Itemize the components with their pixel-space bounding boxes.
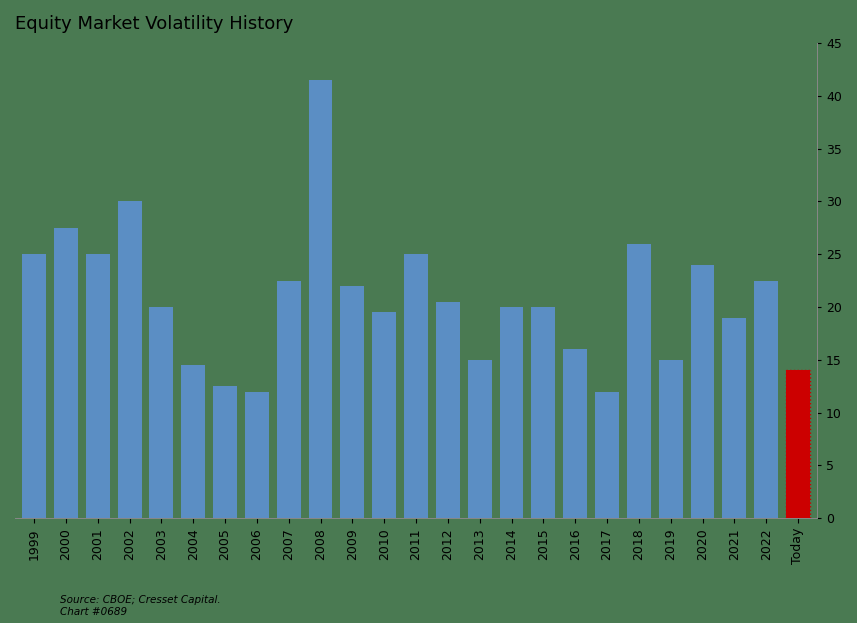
Bar [86,254,110,518]
Bar [245,391,269,518]
Bar [436,302,460,518]
Bar [786,371,810,518]
Bar [277,280,301,518]
Bar [659,360,683,518]
Bar [340,286,364,518]
Bar [54,228,78,518]
Bar [117,201,141,518]
Bar [182,365,205,518]
Bar [563,350,587,518]
Bar [309,80,333,518]
Bar [722,318,746,518]
Bar [468,360,492,518]
Bar [531,307,555,518]
Bar [754,280,778,518]
Bar [22,254,46,518]
Bar [149,307,173,518]
Text: Source: CBOE; Cresset Capital.
Chart #0689: Source: CBOE; Cresset Capital. Chart #06… [60,595,220,617]
Bar [627,244,650,518]
Bar [213,386,237,518]
Bar [595,391,619,518]
Bar [372,312,396,518]
Bar [405,254,428,518]
Bar [500,307,524,518]
Text: Equity Market Volatility History: Equity Market Volatility History [15,15,293,33]
Bar [691,265,715,518]
